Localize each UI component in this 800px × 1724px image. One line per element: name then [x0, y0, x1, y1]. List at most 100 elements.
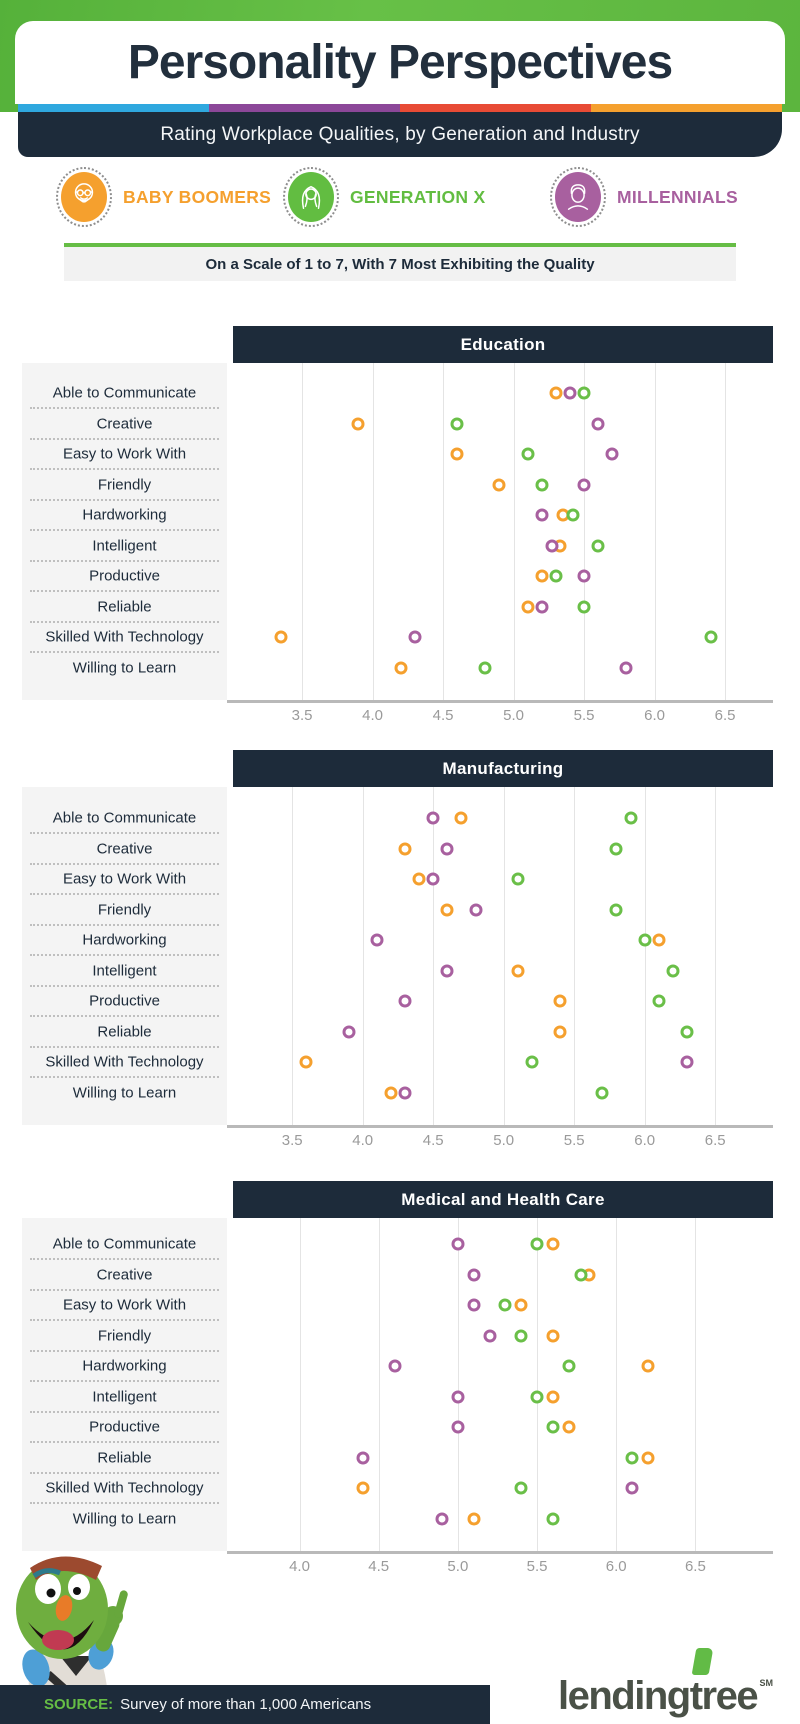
category-label: Able to Communicate: [52, 384, 197, 402]
generation-x-icon: [288, 172, 334, 222]
medical-category-panel: Able to Communicate Creative Easy to Work …: [22, 1218, 227, 1551]
data-point-millennials: [342, 1025, 356, 1038]
data-point-baby-boomers: [384, 1086, 398, 1099]
manufacturing-plot-area: [233, 787, 773, 1125]
data-point-millennials: [435, 1512, 449, 1525]
category-label: Reliable: [97, 1449, 152, 1466]
data-point-generation-x: [549, 569, 563, 583]
data-point-millennials: [467, 1268, 481, 1281]
gridline: [362, 787, 364, 1125]
medical-plot-area: [233, 1218, 773, 1551]
data-point-baby-boomers: [553, 994, 567, 1008]
data-point-baby-boomers: [514, 1298, 528, 1312]
scale-note-bar: On a Scale of 1 to 7, With 7 Most Exhibi…: [64, 247, 736, 281]
data-point-generation-x: [680, 1025, 694, 1038]
data-point-generation-x: [511, 872, 525, 886]
data-point-baby-boomers: [511, 964, 525, 977]
legend-item-generation-x: GENERATION X: [283, 167, 486, 227]
category-label: Productive: [89, 1418, 160, 1436]
green-divider: [64, 243, 736, 247]
row-separator: [30, 1380, 219, 1382]
data-point-baby-boomers: [546, 1329, 560, 1342]
stripe-segment-red: [400, 104, 591, 112]
lendingtree-logo: lendingtree SM: [558, 1648, 774, 1718]
millennial-icon: [555, 172, 601, 222]
row-separator: [30, 1502, 219, 1504]
stripe-segment-purple: [209, 104, 400, 112]
data-point-baby-boomers: [562, 1420, 576, 1434]
category-label: Intelligent: [92, 962, 157, 979]
axis-tick-label: 3.5: [291, 707, 313, 724]
axis-tick-label: 4.5: [368, 1558, 390, 1575]
data-point-generation-x: [514, 1481, 528, 1495]
data-point-generation-x: [704, 630, 718, 644]
data-point-baby-boomers: [553, 1025, 567, 1038]
data-point-generation-x: [609, 903, 623, 916]
data-point-millennials: [591, 417, 605, 430]
gridline: [503, 787, 505, 1125]
row-separator: [30, 1045, 219, 1048]
category-label: Friendly: [97, 476, 152, 493]
data-point-baby-boomers: [351, 417, 365, 430]
category-label: Hardworking: [82, 931, 167, 949]
page-subtitle: Rating Workplace Qualities, by Generatio…: [160, 123, 640, 145]
baby-boomer-icon: [61, 172, 107, 222]
data-point-generation-x: [574, 1268, 588, 1281]
source-text: Survey of more than 1,000 Americans: [120, 1696, 372, 1713]
data-point-millennials: [625, 1481, 639, 1495]
category-label: Reliable: [97, 598, 152, 615]
category-label: Productive: [89, 992, 160, 1010]
data-point-millennials: [398, 1086, 412, 1099]
row-separator: [30, 984, 219, 987]
axis-tick-label: 4.0: [362, 707, 384, 724]
row-separator: [30, 923, 219, 926]
category-label: Intelligent: [92, 1388, 157, 1405]
category-label: Hardworking: [82, 506, 167, 524]
data-point-generation-x: [577, 386, 591, 400]
data-point-millennials: [451, 1420, 465, 1434]
gridline: [537, 1218, 539, 1551]
data-point-baby-boomers: [440, 903, 454, 916]
category-label: Creative: [96, 415, 153, 432]
row-separator: [30, 559, 219, 562]
axis-tick-label: 6.0: [634, 1132, 656, 1149]
data-point-baby-boomers: [412, 872, 426, 886]
row-separator: [30, 1471, 219, 1474]
legend-item-millennials: MILLENNIALS: [550, 167, 738, 227]
lendingtree-trademark: SM: [759, 1678, 774, 1688]
data-point-baby-boomers: [492, 478, 506, 491]
axis-tick-label: 5.0: [503, 707, 524, 724]
medical-axis-line: [227, 1551, 773, 1554]
gridline: [654, 363, 656, 700]
data-point-baby-boomers: [356, 1481, 370, 1495]
category-label: Easy to Work With: [62, 445, 187, 463]
data-point-generation-x: [591, 539, 605, 552]
row-separator: [30, 1319, 219, 1321]
education-axis-ticks: 3.5 4.0 4.5 5.0 5.5 6.0 6.5: [233, 707, 773, 727]
row-separator: [30, 893, 219, 895]
data-point-baby-boomers: [652, 933, 666, 947]
data-point-generation-x: [498, 1298, 512, 1312]
education-chart: Education Able to Communicate Creative Eas…: [0, 326, 800, 726]
data-point-millennials: [535, 508, 549, 522]
category-label: Hardworking: [82, 1357, 167, 1375]
axis-tick-label: 3.5: [281, 1132, 303, 1149]
data-point-generation-x: [566, 508, 580, 522]
gridline: [457, 1218, 459, 1551]
gridline: [616, 1218, 618, 1551]
gridline: [443, 363, 445, 700]
accent-stripe: [18, 104, 782, 112]
data-point-generation-x: [450, 417, 464, 430]
gridline: [715, 787, 717, 1125]
data-point-generation-x: [525, 1055, 539, 1069]
generation-x-badge: [283, 167, 339, 227]
row-separator: [30, 651, 219, 653]
row-separator: [30, 590, 219, 592]
row-separator: [30, 1015, 219, 1017]
education-chart-title: Education: [460, 334, 546, 354]
gridline: [378, 1218, 380, 1551]
subtitle-bar: Rating Workplace Qualities, by Generatio…: [18, 112, 782, 157]
data-point-millennials: [440, 842, 454, 855]
data-point-baby-boomers: [394, 661, 408, 674]
medical-chart: Medical and Health Care Able to Communic…: [0, 1181, 800, 1576]
